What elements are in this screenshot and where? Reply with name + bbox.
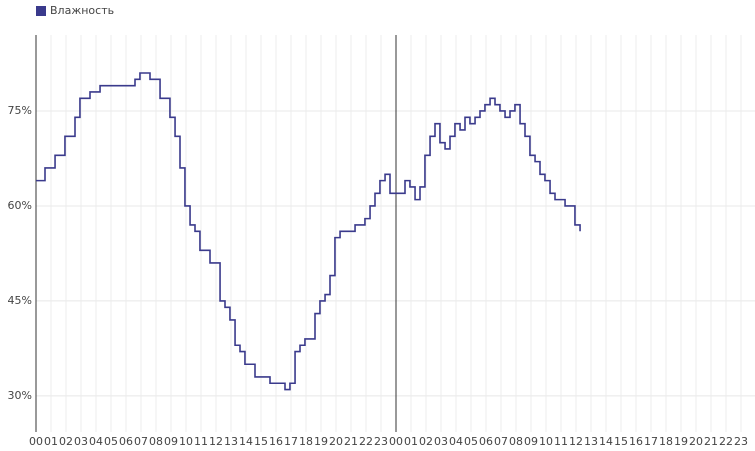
x-tick-label: 14 [599, 435, 613, 448]
x-tick-label: 11 [194, 435, 208, 448]
x-tick-label: 09 [164, 435, 178, 448]
x-tick-label: 16 [269, 435, 283, 448]
line [36, 72, 581, 391]
x-tick-label: 22 [719, 435, 733, 448]
x-tick-label: 19 [674, 435, 688, 448]
x-tick-label: 07 [494, 435, 508, 448]
x-tick-label: 23 [374, 435, 388, 448]
y-tick-label: 60% [8, 199, 32, 212]
x-tick-label: 03 [74, 435, 88, 448]
x-tick-label: 08 [509, 435, 523, 448]
x-tick-label: 07 [134, 435, 148, 448]
x-tick-label: 03 [434, 435, 448, 448]
x-tick-label: 05 [464, 435, 478, 448]
x-tick-label: 04 [449, 435, 463, 448]
x-tick-label: 05 [104, 435, 118, 448]
x-tick-label: 12 [209, 435, 223, 448]
x-tick-label: 02 [59, 435, 73, 448]
x-tick-label: 11 [554, 435, 568, 448]
x-tick-label: 21 [704, 435, 718, 448]
x-tick-label: 12 [569, 435, 583, 448]
x-tick-label: 06 [119, 435, 133, 448]
x-tick-label: 00 [29, 435, 43, 448]
x-tick-label: 15 [254, 435, 268, 448]
x-tick-label: 01 [404, 435, 418, 448]
y-tick-label: 75% [8, 104, 32, 117]
x-tick-label: 18 [299, 435, 313, 448]
x-tick-label: 17 [644, 435, 658, 448]
x-tick-label: 23 [734, 435, 748, 448]
x-tick-label: 09 [524, 435, 538, 448]
x-tick-label: 18 [659, 435, 673, 448]
x-tick-label: 06 [479, 435, 493, 448]
x-tick-label: 22 [359, 435, 373, 448]
x-tick-label: 02 [419, 435, 433, 448]
x-tick-label: 20 [329, 435, 343, 448]
x-tick-label: 10 [179, 435, 193, 448]
x-tick-label: 00 [389, 435, 403, 448]
x-tick-label: 10 [539, 435, 553, 448]
x-tick-label: 08 [149, 435, 163, 448]
x-tick-label: 21 [344, 435, 358, 448]
x-tick-label: 15 [614, 435, 628, 448]
x-tick-label: 14 [239, 435, 253, 448]
x-tick-label: 17 [284, 435, 298, 448]
x-tick-label: 13 [584, 435, 598, 448]
x-tick-label: 13 [224, 435, 238, 448]
x-tick-label: 20 [689, 435, 703, 448]
x-tick-label: 01 [44, 435, 58, 448]
x-tick-label: 19 [314, 435, 328, 448]
y-tick-label: 45% [8, 294, 32, 307]
legend-swatch [36, 6, 46, 16]
x-tick-label: 04 [89, 435, 103, 448]
y-tick-label: 30% [8, 389, 32, 402]
legend-label: Влажность [50, 4, 114, 17]
x-tick-label: 16 [629, 435, 643, 448]
